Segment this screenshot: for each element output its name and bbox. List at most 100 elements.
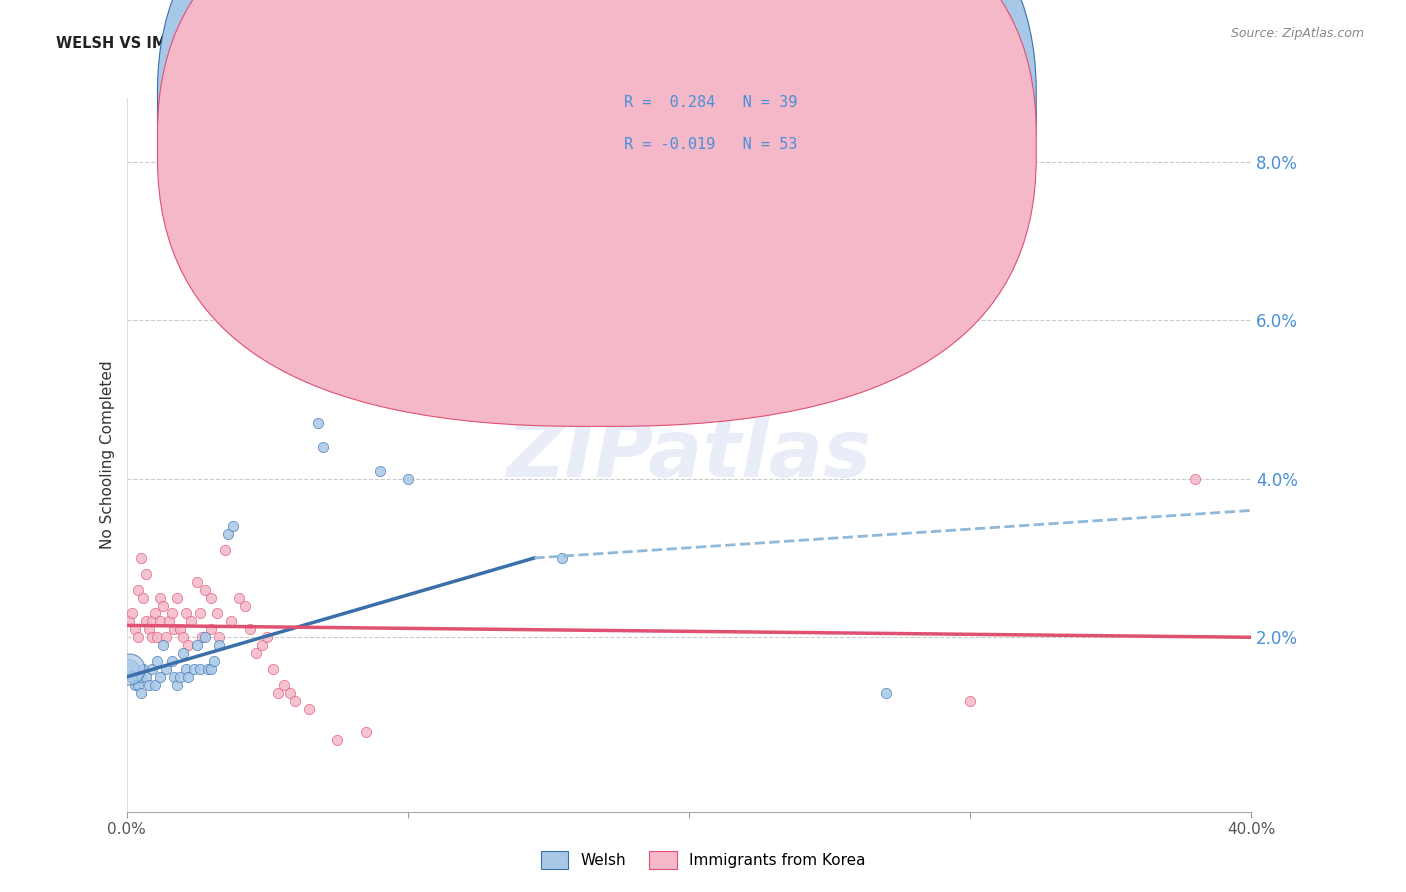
Point bbox=[166, 678, 188, 692]
Point bbox=[172, 646, 194, 660]
Point bbox=[132, 591, 155, 605]
Point bbox=[155, 630, 177, 644]
Point bbox=[256, 630, 278, 644]
Point bbox=[183, 662, 205, 676]
Point bbox=[174, 607, 197, 621]
Point bbox=[149, 615, 172, 629]
Point bbox=[307, 416, 329, 430]
Point bbox=[959, 694, 981, 708]
Point bbox=[118, 662, 141, 676]
Point bbox=[205, 607, 228, 621]
Point bbox=[138, 678, 160, 692]
Point bbox=[312, 440, 335, 454]
Point bbox=[191, 630, 214, 644]
Point bbox=[124, 678, 146, 692]
Point bbox=[160, 607, 183, 621]
Point bbox=[118, 662, 141, 676]
Point bbox=[250, 638, 273, 652]
Text: ZIPatlas: ZIPatlas bbox=[506, 416, 872, 494]
Point bbox=[166, 591, 188, 605]
Point bbox=[124, 623, 146, 637]
Point bbox=[141, 630, 163, 644]
Point bbox=[135, 615, 157, 629]
Point bbox=[177, 638, 200, 652]
Point bbox=[228, 591, 250, 605]
Y-axis label: No Schooling Completed: No Schooling Completed bbox=[100, 360, 115, 549]
Text: R = -0.019   N = 53: R = -0.019 N = 53 bbox=[624, 137, 797, 152]
Legend: Welsh, Immigrants from Korea: Welsh, Immigrants from Korea bbox=[534, 845, 872, 875]
Point bbox=[194, 630, 217, 644]
Point bbox=[143, 678, 166, 692]
Point bbox=[298, 321, 321, 335]
Point bbox=[354, 725, 377, 739]
Point bbox=[174, 662, 197, 676]
Point bbox=[127, 630, 149, 644]
Point bbox=[197, 662, 219, 676]
Point bbox=[1184, 472, 1206, 486]
Point bbox=[239, 623, 262, 637]
Point bbox=[284, 694, 307, 708]
Point bbox=[129, 670, 152, 684]
Point bbox=[200, 623, 222, 637]
Point bbox=[152, 599, 174, 613]
Point bbox=[298, 701, 321, 715]
Point bbox=[188, 662, 211, 676]
Point bbox=[217, 527, 239, 541]
Point bbox=[245, 646, 267, 660]
Point bbox=[121, 670, 143, 684]
Point bbox=[149, 591, 172, 605]
Point bbox=[186, 574, 208, 589]
Point bbox=[222, 519, 245, 533]
Point bbox=[200, 591, 222, 605]
Point bbox=[138, 623, 160, 637]
Point bbox=[152, 638, 174, 652]
Point bbox=[141, 662, 163, 676]
Point bbox=[163, 670, 186, 684]
Text: R =  0.284   N = 39: R = 0.284 N = 39 bbox=[624, 95, 797, 110]
Point bbox=[121, 607, 143, 621]
Point bbox=[188, 607, 211, 621]
Point bbox=[551, 551, 574, 566]
Point bbox=[118, 615, 141, 629]
Point bbox=[127, 582, 149, 597]
Point bbox=[135, 670, 157, 684]
Point bbox=[278, 686, 301, 700]
Point bbox=[208, 630, 231, 644]
Point bbox=[163, 623, 186, 637]
Point bbox=[273, 678, 295, 692]
Point bbox=[233, 599, 256, 613]
Point bbox=[194, 582, 217, 597]
Point bbox=[132, 662, 155, 676]
Point bbox=[149, 670, 172, 684]
Point bbox=[200, 662, 222, 676]
Point bbox=[169, 623, 191, 637]
Text: WELSH VS IMMIGRANTS FROM KOREA NO SCHOOLING COMPLETED CORRELATION CHART: WELSH VS IMMIGRANTS FROM KOREA NO SCHOOL… bbox=[56, 36, 789, 51]
Point bbox=[177, 670, 200, 684]
Point bbox=[262, 662, 284, 676]
Point bbox=[160, 654, 183, 668]
Point bbox=[396, 472, 419, 486]
Point bbox=[143, 607, 166, 621]
Point bbox=[219, 615, 242, 629]
Point bbox=[127, 678, 149, 692]
Point bbox=[214, 543, 236, 558]
Text: Source: ZipAtlas.com: Source: ZipAtlas.com bbox=[1230, 27, 1364, 40]
Point bbox=[157, 615, 180, 629]
Point bbox=[146, 654, 169, 668]
Point bbox=[326, 733, 349, 747]
Point bbox=[135, 566, 157, 581]
Point bbox=[169, 670, 191, 684]
Point bbox=[129, 686, 152, 700]
Point bbox=[146, 630, 169, 644]
Point bbox=[202, 654, 225, 668]
Point bbox=[155, 662, 177, 676]
Point bbox=[267, 686, 290, 700]
Point bbox=[186, 638, 208, 652]
Point bbox=[129, 551, 152, 566]
Point bbox=[141, 615, 163, 629]
Point bbox=[368, 464, 391, 478]
Point bbox=[208, 638, 231, 652]
Point bbox=[875, 686, 897, 700]
Point bbox=[180, 615, 202, 629]
Point bbox=[172, 630, 194, 644]
